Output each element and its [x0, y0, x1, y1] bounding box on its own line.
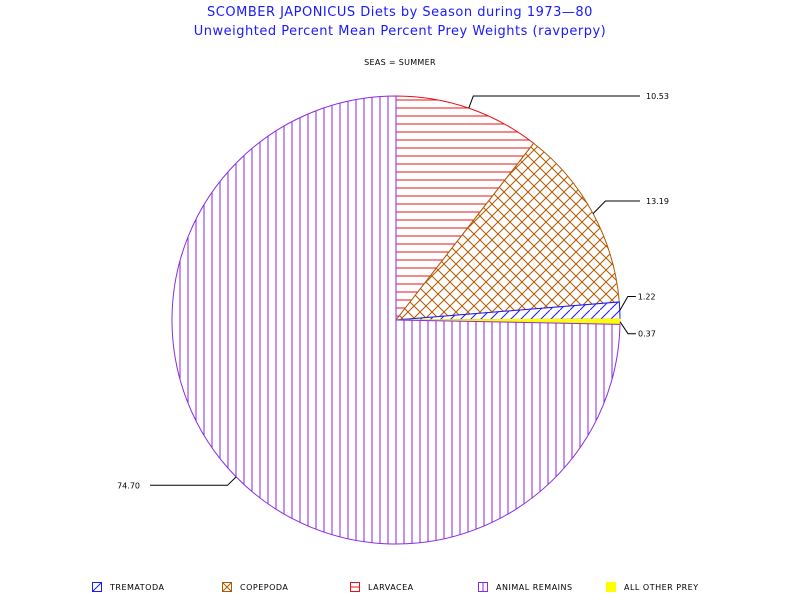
leader-line-animal-remains	[150, 476, 237, 486]
legend-label: TREMATODA	[110, 582, 165, 592]
legend-swatch	[350, 582, 360, 592]
legend-item-larvacea: LARVACEA	[350, 582, 414, 592]
chart-title: SCOMBER JAPONICUS Diets by Season during…	[207, 5, 593, 20]
legend-label: LARVACEA	[368, 582, 414, 592]
legend-label: ANIMAL REMAINS	[496, 582, 573, 592]
legend-item-trematoda: TREMATODA	[92, 582, 164, 592]
leader-line-copepoda	[592, 200, 640, 214]
slice-value-label: 13.19	[646, 197, 669, 206]
legend-label: ALL OTHER PREY	[624, 582, 699, 592]
chart-subtitle: Unweighted Percent Mean Percent Prey Wei…	[193, 24, 607, 39]
legend: TREMATODA COPEPODA LARVACEA ANIMAL REMAINS A…	[0, 582, 800, 598]
legend-item-all-other-prey: ALL OTHER PREY	[606, 582, 699, 592]
slice-value-label: 10.53	[646, 92, 669, 101]
legend-item-copepoda: COPEPODA	[222, 582, 288, 592]
pie-slice-copepoda	[394, 142, 620, 321]
pie-chart: 10.53 13.19 1.22 0.37 74.70	[117, 92, 669, 545]
legend-swatch	[478, 582, 488, 592]
legend-swatch	[92, 582, 102, 592]
panel-label: SEAS = SUMMER	[364, 58, 436, 67]
legend-swatch	[222, 582, 232, 592]
legend-label: COPEPODA	[240, 582, 289, 592]
slice-value-label: 1.22	[638, 293, 656, 302]
legend-swatch	[606, 582, 616, 592]
pie-slice-animal-remains	[171, 95, 621, 545]
leader-line-trematoda	[619, 296, 636, 311]
leader-line-larvacea	[468, 95, 640, 109]
slice-value-label: 74.70	[117, 481, 140, 490]
leader-line-all-other-prey	[619, 321, 636, 335]
slice-value-label: 0.37	[638, 330, 656, 339]
pie-slice-larvacea	[395, 95, 535, 322]
legend-item-animal-remains: ANIMAL REMAINS	[478, 582, 573, 592]
